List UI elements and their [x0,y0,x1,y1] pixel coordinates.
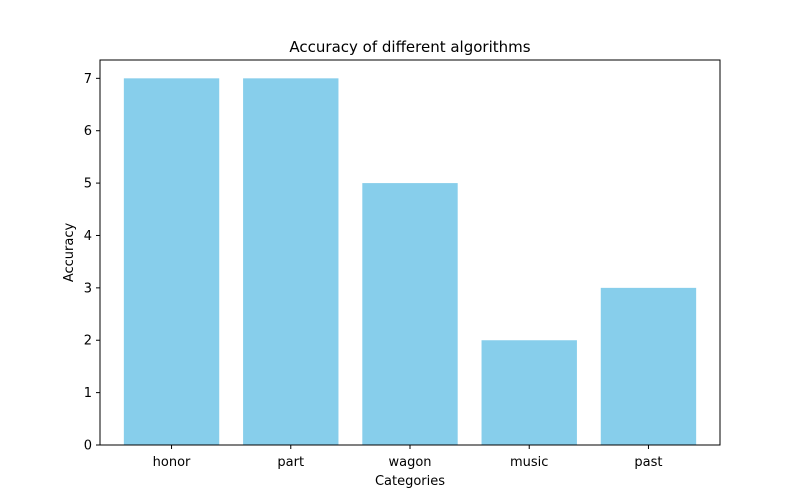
chart-title: Accuracy of different algorithms [289,38,530,56]
y-tick-label: 7 [84,72,92,87]
y-axis-label: Accuracy [62,223,77,283]
bar-part [243,78,339,445]
x-tick-label-wagon: wagon [388,455,431,470]
bar-honor [123,78,220,445]
bar-music [481,340,577,445]
x-tick-label-past: past [634,455,662,470]
x-tick-label-music: music [510,455,548,470]
bar-past [600,287,697,445]
y-tick-label: 5 [84,177,92,192]
y-tick-label: 0 [84,439,92,454]
bars [123,78,697,445]
y-tick-label: 6 [84,124,92,139]
y-axis-ticks: 0 1 2 3 4 5 6 7 [84,72,100,454]
y-tick-label: 2 [84,334,92,349]
y-tick-label: 4 [84,229,92,244]
x-tick-label-part: part [277,455,304,470]
x-axis-label: Categories [375,474,445,489]
bar-wagon [362,183,458,445]
x-axis-ticks: honor part wagon music past [153,445,663,470]
x-tick-label-honor: honor [153,455,191,470]
y-tick-label: 3 [84,281,92,296]
y-tick-label: 1 [84,386,92,401]
